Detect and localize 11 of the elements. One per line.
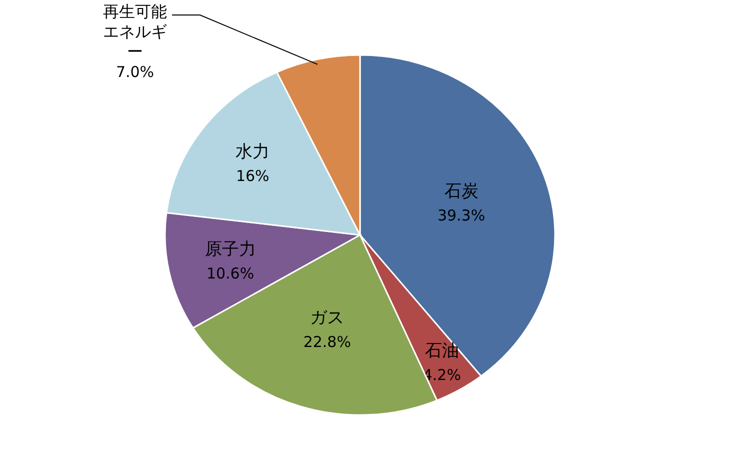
slice-label: ガス [310,308,344,328]
slice-label: 石炭 [444,181,478,202]
data-label: 10.6% [206,264,254,282]
slice-label: 石油 [424,340,459,361]
data-label: 16% [236,167,270,186]
slice-label: 原子力 [204,239,256,260]
slice-label: 再生可能エネルギー [102,2,168,62]
data-label: 39.3% [437,206,486,224]
data-label: 22.8% [303,333,351,352]
data-label: 7.0% [114,62,156,82]
slice-label: 水力 [236,142,270,162]
